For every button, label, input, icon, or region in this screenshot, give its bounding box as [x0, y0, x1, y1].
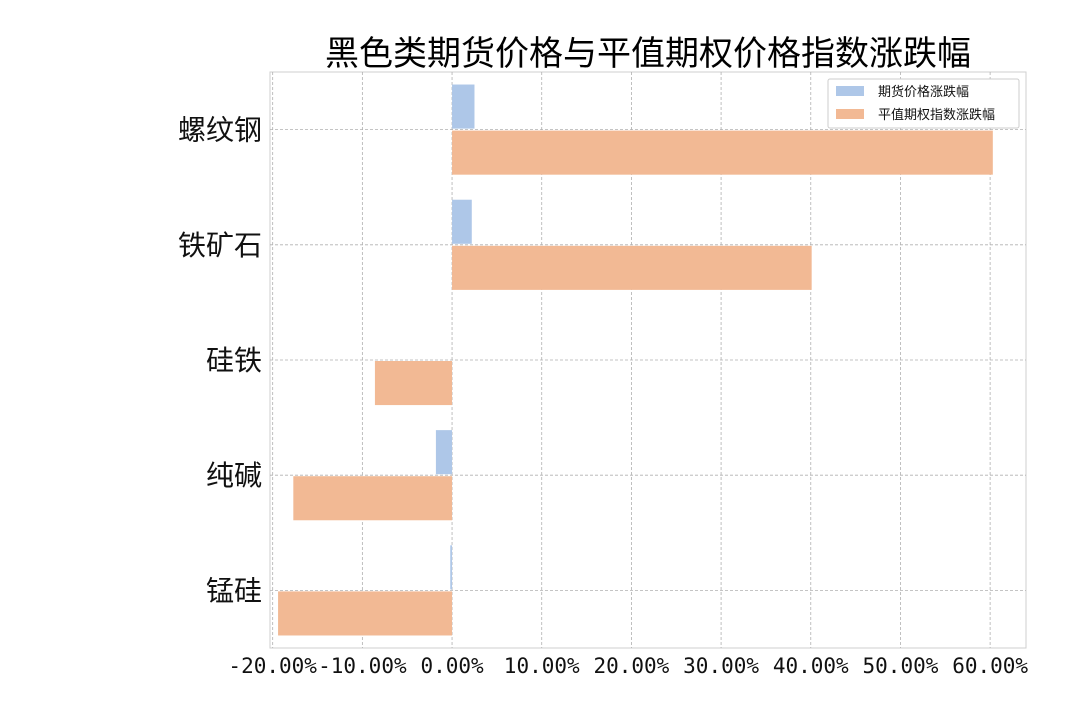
bar-futures [435, 430, 453, 475]
y-category-label: 螺纹钢 [178, 114, 262, 147]
x-tick-label: -10.00% [318, 654, 407, 678]
bar-futures [452, 199, 472, 244]
x-tick-label: 40.00% [773, 654, 849, 678]
x-tick-label: 10.00% [504, 654, 580, 678]
y-category-label: 锰硅 [206, 574, 262, 607]
legend-label-options: 平值期权指数涨跌幅 [878, 107, 995, 123]
legend: 期货价格涨跌幅 平值期权指数涨跌幅 [827, 78, 1020, 129]
chart-title: 黑色类期货价格与平值期权价格指数涨跌幅 [325, 34, 971, 74]
bar-futures [450, 545, 453, 590]
legend-swatch-futures [836, 86, 864, 96]
bar-options [374, 361, 453, 406]
y-category-label: 铁矿石 [178, 229, 262, 262]
x-tick-label: -20.00% [228, 654, 317, 678]
x-tick-label: 20.00% [593, 654, 669, 678]
legend-label-futures: 期货价格涨跌幅 [878, 84, 969, 100]
legend-swatch-options [836, 109, 864, 119]
bar-options [293, 476, 453, 521]
bar-options [278, 591, 453, 636]
x-tick-label: 60.00% [952, 654, 1028, 678]
bar-futures [452, 84, 475, 129]
x-tick-label: 50.00% [863, 654, 939, 678]
y-category-label: 纯碱 [206, 459, 262, 492]
bar-options [452, 130, 993, 175]
bars [278, 84, 993, 636]
x-axis-ticks: -20.00% -10.00% 0.00% 10.00% 20.00% 30.00% 40.… [228, 654, 1028, 678]
x-tick-label: 30.00% [683, 654, 759, 678]
y-category-label: 硅铁 [206, 344, 262, 377]
bar-options [452, 245, 812, 290]
legend-box [827, 78, 1020, 129]
x-tick-label: 0.00% [420, 654, 484, 678]
